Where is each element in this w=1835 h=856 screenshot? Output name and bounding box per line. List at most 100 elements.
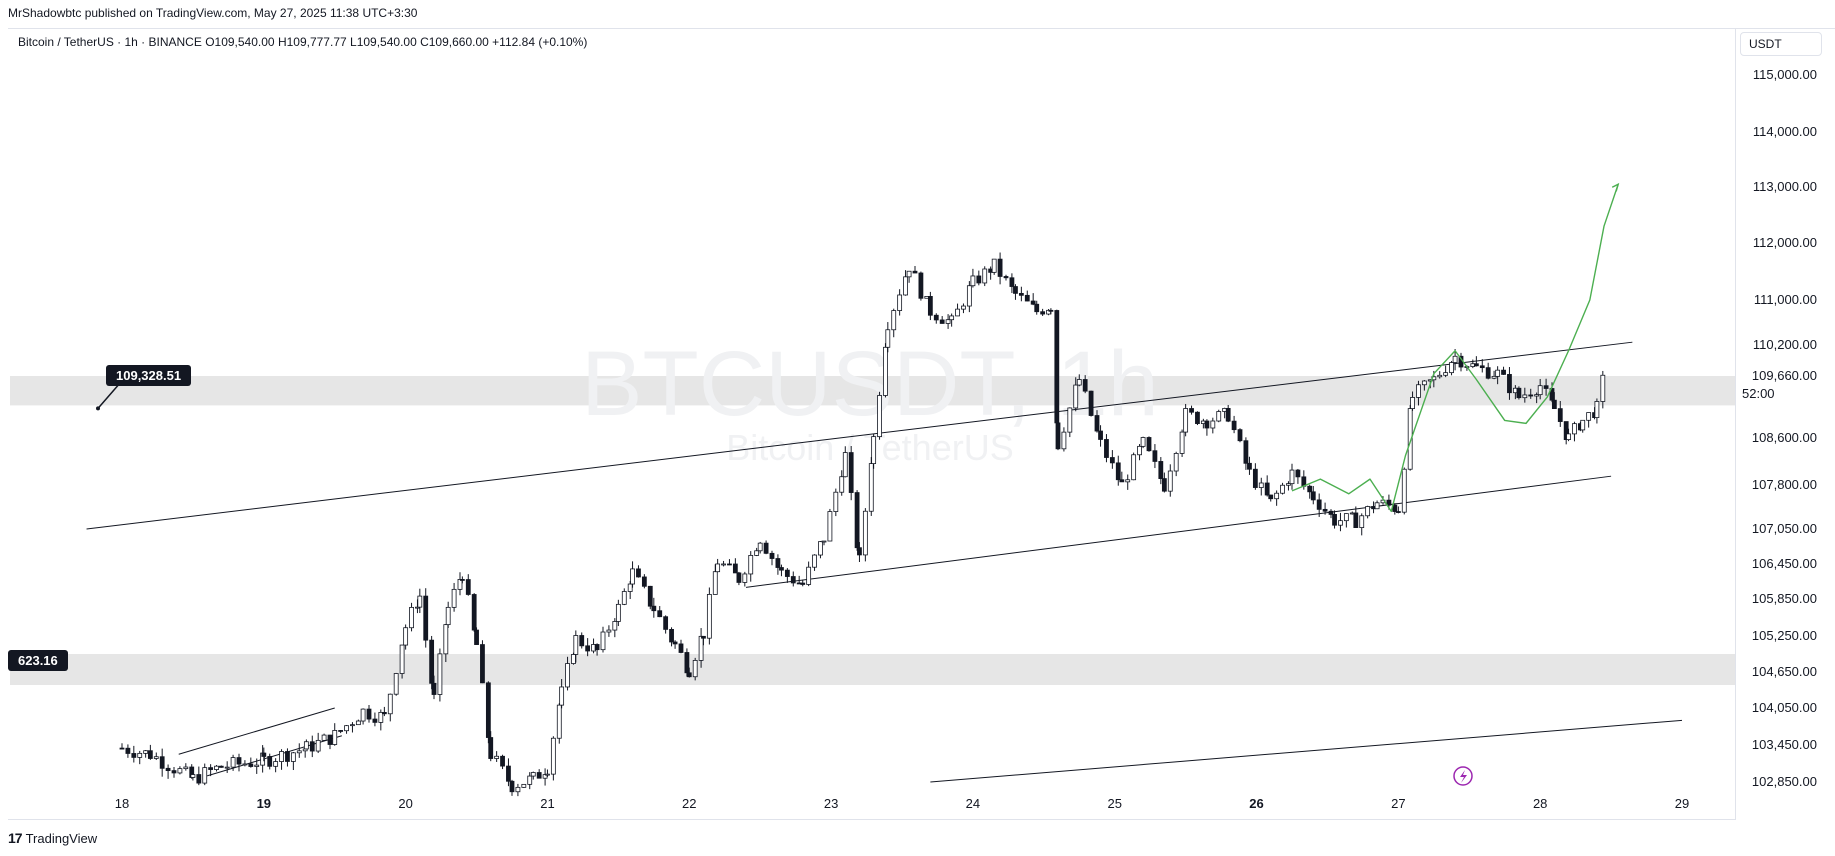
chart-pane[interactable] <box>8 28 1736 820</box>
candle-up <box>360 708 366 722</box>
candle-up <box>1280 484 1285 494</box>
candle-down <box>1024 294 1030 302</box>
candle-down <box>1243 440 1249 464</box>
candle-up <box>991 258 997 273</box>
candle-up <box>527 775 533 785</box>
price-callout-lower[interactable]: 623.16 <box>8 650 68 671</box>
candle-up <box>321 734 327 741</box>
candle-up <box>862 510 868 556</box>
candle-up <box>1443 372 1449 376</box>
candle-down <box>261 752 267 757</box>
price-callout-upper[interactable]: 109,328.51 <box>106 365 192 387</box>
time-tick-label: 23 <box>824 796 838 811</box>
candle-up <box>556 704 562 739</box>
candle-up <box>355 720 361 726</box>
candle-down <box>857 547 862 556</box>
candle-down <box>248 763 254 767</box>
candle-up <box>1594 401 1600 418</box>
candle-up <box>1167 470 1173 492</box>
candlesticks <box>119 252 1606 797</box>
alert-icon[interactable] <box>1453 766 1473 786</box>
currency-selector[interactable]: USDT <box>1740 32 1822 56</box>
candle-down <box>1501 369 1506 375</box>
projection-curve[interactable] <box>1291 182 1620 513</box>
candle-up <box>296 750 302 754</box>
price-tick-label: 114,000.00 <box>1753 124 1817 139</box>
candle-down <box>1146 437 1152 452</box>
price-axis[interactable]: 115,000.00 114,000.00 113,000.00 112,000.00… <box>1752 67 1817 789</box>
trendline[interactable] <box>86 341 1633 530</box>
price-tick-label: 104,650.00 <box>1752 664 1817 679</box>
candle-down <box>997 258 1003 277</box>
candle-up <box>550 737 556 775</box>
candle-down <box>267 756 273 767</box>
candle-up <box>818 541 823 556</box>
candle-up <box>183 766 189 770</box>
ohlc-low: L109,540.00 <box>350 35 417 49</box>
price-tick-label: 106,450.00 <box>1752 556 1817 571</box>
candle-down <box>309 741 315 752</box>
candle-down <box>912 270 918 274</box>
candle-down <box>1018 292 1024 296</box>
candle-up <box>1067 407 1073 433</box>
candle-up <box>757 542 763 552</box>
candle-up <box>698 635 704 661</box>
projection-path[interactable] <box>1291 184 1619 513</box>
time-axis[interactable]: 18 19 20 21 22 23 24 25 26 27 28 29 <box>115 796 1689 811</box>
candle-up <box>399 644 405 674</box>
candle-up <box>457 579 463 590</box>
candle-down <box>465 579 471 595</box>
candle-down <box>1115 462 1121 481</box>
candle-up <box>1491 375 1497 379</box>
candle-down <box>678 643 684 653</box>
candle-up <box>290 752 296 762</box>
tradingview-logo[interactable]: 17 TradingView <box>8 830 97 846</box>
trendline[interactable] <box>178 707 335 755</box>
candle-up <box>1131 454 1137 481</box>
candle-up <box>344 725 349 732</box>
candle-up <box>303 741 309 750</box>
price-tick-label: 109,660.00 <box>1752 368 1817 383</box>
watermark-name: Bitcoin / TetherUS <box>726 427 1013 468</box>
candle-up <box>1374 502 1380 510</box>
candle-down <box>779 567 784 571</box>
candle-up <box>1580 419 1586 431</box>
candle-up <box>137 752 143 758</box>
candle-up <box>706 594 712 639</box>
candle-up <box>1061 431 1067 450</box>
candle-up <box>1427 379 1433 382</box>
candle-down <box>1322 508 1328 512</box>
candle-up <box>565 663 570 688</box>
candle-down <box>1485 367 1491 379</box>
candle-down <box>976 275 982 284</box>
candle-up <box>1210 420 1216 429</box>
publish-info: MrShadowbtc published on TradingView.com… <box>8 6 418 20</box>
candle-down <box>1109 457 1115 464</box>
candle-down <box>1557 408 1563 422</box>
symbol-name[interactable]: Bitcoin / TetherUS · 1h · BINANCE <box>18 35 202 49</box>
candle-up <box>242 763 248 766</box>
zone-band[interactable] <box>10 654 1735 685</box>
candle-down <box>732 563 738 574</box>
ohlc-change: +112.84 (+0.10%) <box>492 35 588 49</box>
trendline[interactable] <box>745 475 1612 588</box>
candle-down <box>285 751 290 762</box>
trendline[interactable] <box>930 719 1683 783</box>
candle-up <box>1572 423 1577 435</box>
candle-up <box>451 588 457 608</box>
price-tick-label: 105,250.00 <box>1752 628 1817 643</box>
candle-up <box>621 591 627 605</box>
candle-down <box>1204 420 1210 429</box>
candle-down <box>594 644 600 651</box>
trendlines[interactable] <box>86 341 1683 783</box>
candle-down <box>1054 310 1060 424</box>
candle-down <box>647 585 653 607</box>
candle-up <box>606 629 612 633</box>
tradingview-logo-text: TradingView <box>25 830 98 846</box>
candle-up <box>393 673 399 695</box>
candle-down <box>769 552 775 559</box>
candle-down <box>1264 482 1270 496</box>
zone-band[interactable] <box>10 376 1735 406</box>
candle-up <box>833 491 839 512</box>
